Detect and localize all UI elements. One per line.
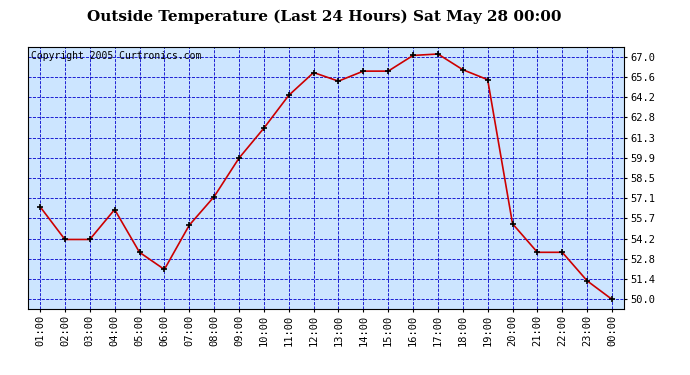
Text: Outside Temperature (Last 24 Hours) Sat May 28 00:00: Outside Temperature (Last 24 Hours) Sat …: [87, 9, 562, 24]
Text: Copyright 2005 Curtronics.com: Copyright 2005 Curtronics.com: [30, 51, 201, 61]
